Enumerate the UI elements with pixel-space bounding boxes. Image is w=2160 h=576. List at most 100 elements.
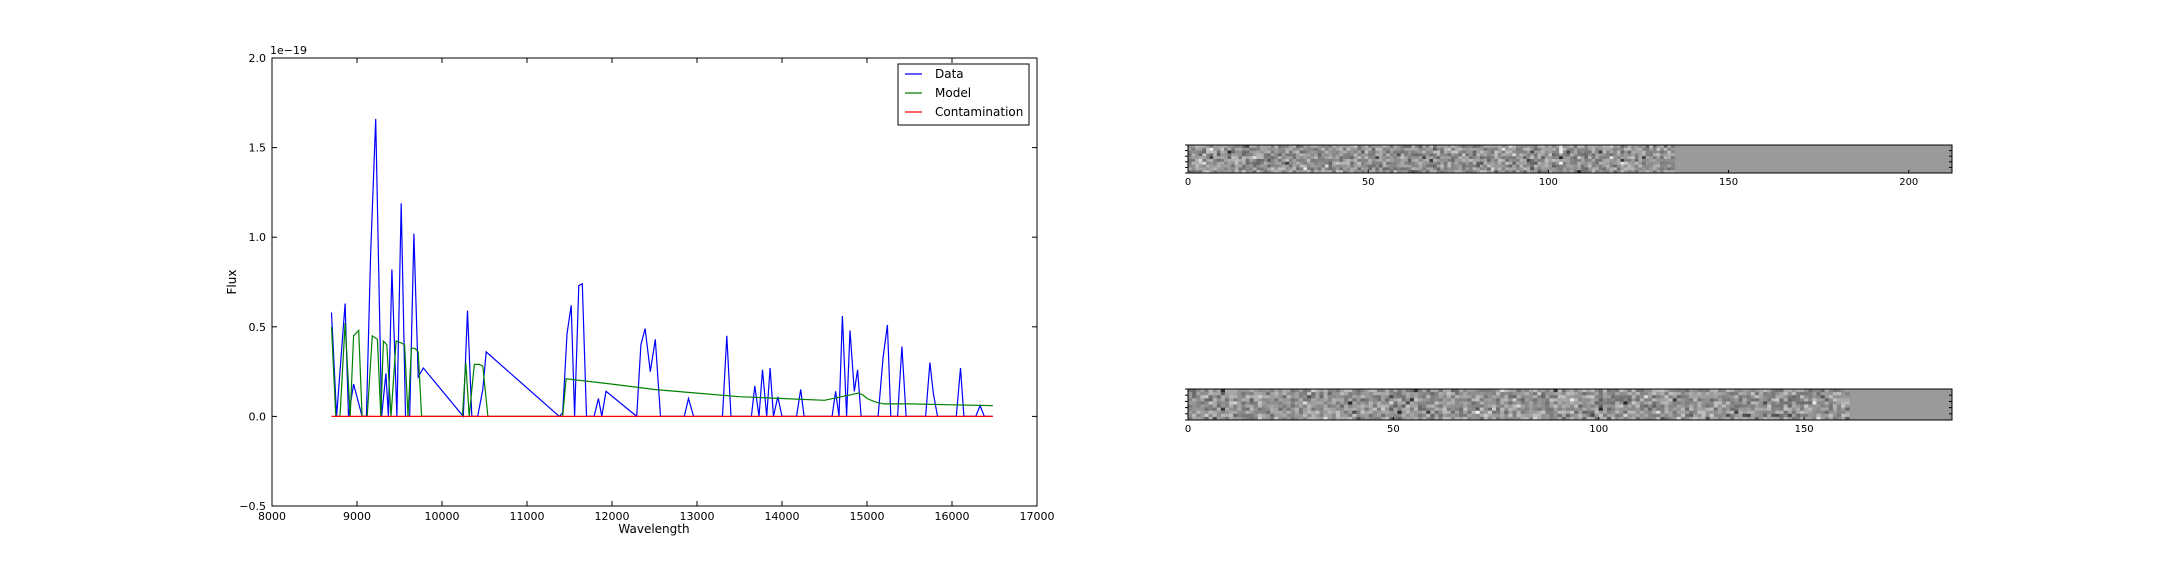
image-pixel — [1598, 407, 1604, 412]
image-pixel — [1783, 395, 1789, 399]
image-pixel — [1709, 416, 1715, 421]
image-pixel — [1459, 401, 1464, 405]
image-pixel — [1808, 416, 1813, 421]
image-pixel — [1746, 416, 1752, 421]
image-pixel — [1436, 161, 1441, 165]
image-pixel — [1375, 161, 1380, 165]
image-pixel — [1346, 150, 1351, 154]
image-pixel — [1321, 164, 1326, 168]
image-pixel — [1409, 416, 1415, 421]
image-pixel — [1824, 410, 1830, 415]
image-pixel — [1516, 389, 1522, 393]
image-pixel — [1368, 153, 1373, 157]
image-pixel — [1206, 159, 1211, 163]
image-pixel — [1800, 404, 1805, 408]
image-pixel — [1294, 392, 1300, 396]
image-pixel — [1360, 153, 1365, 157]
image-pixel — [1845, 416, 1850, 421]
image-pixel — [1602, 410, 1608, 415]
image-pixel — [1663, 167, 1668, 171]
image-pixel — [1415, 164, 1420, 168]
image-pixel — [1645, 145, 1650, 149]
image-pixel — [1321, 170, 1326, 174]
image-pixel — [1311, 404, 1316, 408]
image-pixel — [1393, 401, 1398, 405]
image-pixel — [1472, 164, 1477, 168]
image-pixel — [1613, 156, 1618, 160]
image-pixel — [1758, 413, 1764, 418]
image-pixel — [1615, 401, 1620, 405]
image-pixel — [1233, 410, 1238, 415]
image-pixel — [1520, 392, 1526, 396]
image-pixel — [1501, 150, 1506, 154]
image-pixel — [1382, 147, 1387, 151]
image-pixel — [1465, 161, 1470, 165]
image-pixel — [1533, 159, 1538, 163]
image-pixel — [1382, 167, 1387, 171]
image-pixel — [1429, 150, 1434, 154]
image-pixel — [1237, 395, 1242, 399]
image-pixel — [1505, 147, 1510, 151]
image-pixel — [1487, 395, 1493, 399]
image-pixel — [1260, 156, 1265, 160]
image-pixel — [1808, 413, 1813, 418]
image-pixel — [1332, 164, 1337, 168]
image-pixel — [1426, 392, 1431, 396]
image-pixel — [1557, 401, 1563, 405]
image-pixel — [1559, 167, 1564, 171]
image-pixel — [1668, 392, 1674, 396]
image-pixel — [1296, 167, 1301, 171]
image-pixel — [1418, 159, 1423, 163]
image-pixel — [1824, 389, 1830, 393]
image-pixel — [1352, 404, 1357, 408]
image-pixel — [1586, 401, 1591, 405]
image-pixel — [1216, 404, 1222, 408]
image-pixel — [1551, 164, 1556, 168]
image-pixel — [1386, 164, 1391, 168]
image-pixel — [1516, 410, 1522, 415]
image-pixel — [1693, 416, 1698, 421]
image-pixel — [1734, 410, 1739, 415]
image-pixel — [1670, 159, 1675, 163]
image-pixel — [1515, 150, 1520, 154]
image-pixel — [1623, 389, 1628, 393]
image-pixel — [1548, 159, 1553, 163]
image-pixel — [1591, 159, 1596, 163]
image-pixel — [1667, 161, 1672, 165]
image-pixel — [1471, 410, 1476, 415]
image-pixel — [1446, 401, 1452, 405]
image-pixel — [1317, 159, 1322, 163]
image-pixel — [1726, 398, 1731, 402]
image-pixel — [1299, 156, 1304, 160]
image-pixel — [1615, 389, 1620, 393]
image-pixel — [1303, 395, 1308, 399]
image-pixel — [1389, 416, 1394, 421]
image-pixel — [1364, 392, 1370, 396]
image-pixel — [1606, 404, 1612, 408]
image-pixel — [1368, 410, 1374, 415]
image-pixel — [1623, 416, 1628, 421]
image-pixel — [1553, 398, 1559, 402]
image-pixel — [1667, 156, 1672, 160]
image-pixel — [1200, 401, 1205, 405]
image-pixel — [1660, 395, 1665, 399]
image-pixel — [1216, 416, 1222, 421]
image-pixel — [1660, 410, 1665, 415]
image-pixel — [1520, 404, 1526, 408]
image-pixel — [1512, 170, 1517, 174]
image-pixel — [1670, 150, 1675, 154]
image-pixel — [1664, 401, 1669, 405]
image-pixel — [1501, 147, 1506, 151]
image-pixel — [1479, 145, 1484, 149]
image-pixel — [1705, 398, 1711, 402]
image-pixel — [1590, 392, 1596, 396]
image-pixel — [1487, 161, 1492, 165]
image-pixel — [1631, 392, 1637, 396]
image-pixel — [1331, 395, 1337, 399]
image-pixel — [1245, 389, 1251, 393]
image-pixel — [1602, 170, 1607, 174]
image-pixel — [1195, 159, 1200, 163]
image-pixel — [1523, 164, 1528, 168]
image-pixel — [1613, 170, 1618, 174]
image-pixel — [1429, 159, 1434, 163]
